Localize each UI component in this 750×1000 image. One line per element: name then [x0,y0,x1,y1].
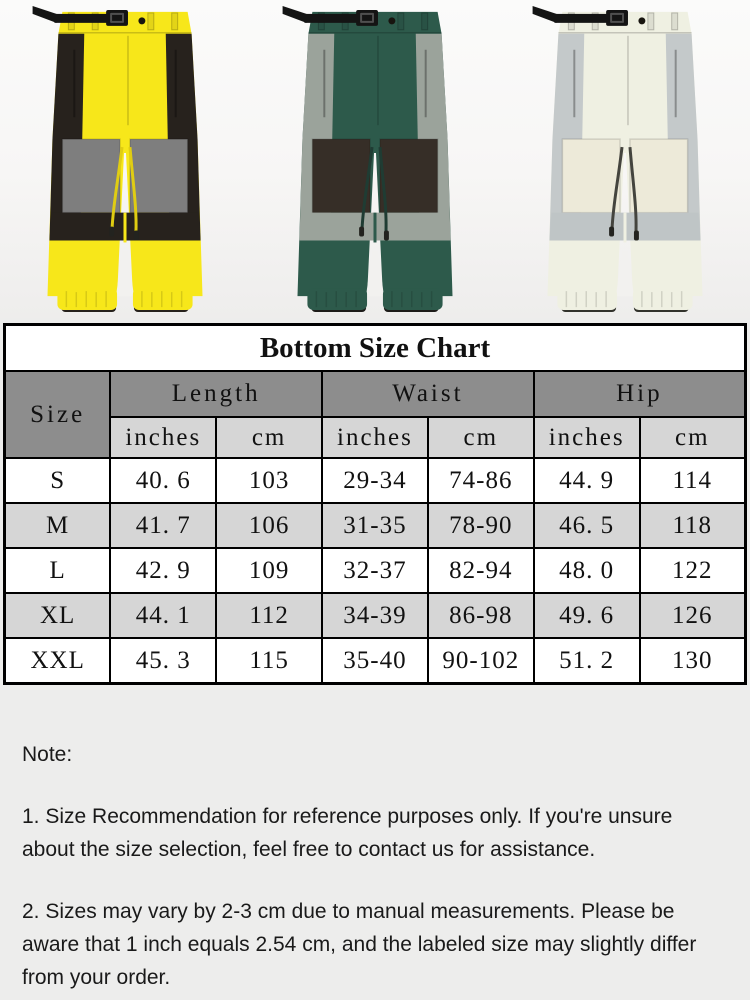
column-group-hip: Hip [532,370,747,418]
table-cell: 29-34 [321,457,429,504]
table-cell: L [3,547,112,594]
table-cell: 35-40 [321,637,429,685]
table-cell: 122 [638,547,747,594]
table-cell: 82-94 [426,547,535,594]
table-cell: 86-98 [426,592,535,639]
table-cell: 130 [638,637,747,685]
table-row: S 40. 6 103 29-34 74-86 44. 9 114 [3,457,747,504]
pant-illustration [32,5,203,313]
note-item-1: 1. Size Recommendation for reference pur… [22,804,673,861]
table-row: M 41. 7 106 31-35 78-90 46. 5 118 [3,502,747,549]
table-cell: 51. 2 [532,637,641,685]
product-image-ivory-colorblock-pants [500,0,750,318]
product-image-yellow-colorblock-pants [0,0,250,318]
unit-header: cm [426,416,535,459]
table-cell: 46. 5 [532,502,641,549]
table-cell: 48. 0 [532,547,641,594]
table-cell: 44. 1 [109,592,218,639]
size-chart-title: Bottom Size Chart [3,323,747,372]
size-chart-table: Bottom Size Chart Size Length Waist Hip … [3,323,747,685]
table-cell: 78-90 [426,502,535,549]
pant-illustration [532,5,703,313]
table-cell: 42. 9 [109,547,218,594]
table-cell: 45. 3 [109,637,218,685]
product-photo-strip [0,0,750,318]
note-heading: Note: [22,743,73,766]
table-cell: 41. 7 [109,502,218,549]
table-cell: M [3,502,112,549]
unit-header: cm [215,416,324,459]
table-row: L 42. 9 109 32-37 82-94 48. 0 122 [3,547,747,594]
product-image-green-colorblock-pants [250,0,500,318]
unit-header: inches [532,416,641,459]
pant-illustration [282,5,453,313]
table-cell: 32-37 [321,547,429,594]
column-header-size: Size [3,370,112,459]
table-cell: 112 [215,592,324,639]
table-cell: S [3,457,112,504]
column-group-length: Length [109,370,324,418]
table-cell: XL [3,592,112,639]
table-cell: 126 [638,592,747,639]
column-group-waist: Waist [321,370,535,418]
table-cell: 44. 9 [532,457,641,504]
unit-header: inches [109,416,218,459]
table-cell: 90-102 [426,637,535,685]
unit-header: inches [321,416,429,459]
note-section: Note: 1. Size Recommendation for referen… [0,685,726,995]
table-cell: 109 [215,547,324,594]
table-cell: 115 [215,637,324,685]
table-cell: 40. 6 [109,457,218,504]
table-cell: 118 [638,502,747,549]
table-row: XL 44. 1 112 34-39 86-98 49. 6 126 [3,592,747,639]
unit-header: cm [638,416,747,459]
table-cell: 34-39 [321,592,429,639]
table-cell: 49. 6 [532,592,641,639]
table-cell: XXL [3,637,112,685]
table-cell: 106 [215,502,324,549]
table-cell: 103 [215,457,324,504]
table-row: XXL 45. 3 115 35-40 90-102 51. 2 130 [3,637,747,685]
table-cell: 74-86 [426,457,535,504]
table-cell: 114 [638,457,747,504]
note-item-2: 2. Sizes may vary by 2-3 cm due to manua… [22,899,697,989]
table-cell: 31-35 [321,502,429,549]
